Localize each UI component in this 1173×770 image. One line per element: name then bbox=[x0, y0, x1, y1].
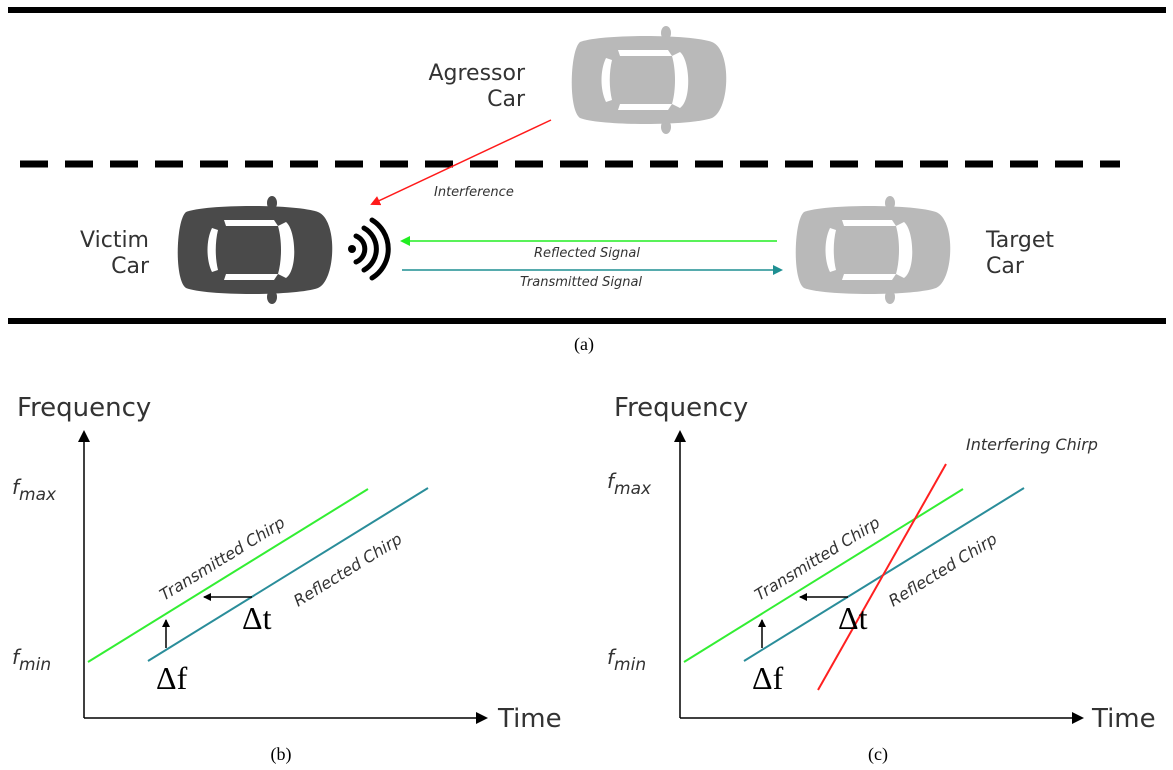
panel-b-delta-t-label: Δt bbox=[242, 600, 272, 636]
panel-b-x-axis-label: Time bbox=[497, 704, 562, 734]
victim-label-line2: Car bbox=[111, 254, 150, 279]
panel-c-x-axis-label: Time bbox=[1091, 704, 1156, 734]
panel-c-interfering-chirp-label: Interfering Chirp bbox=[966, 435, 1098, 454]
reflected-signal-label: Reflected Signal bbox=[534, 246, 640, 261]
panel-b-chart: Frequency Time fmax fmin Transmitted Chi… bbox=[12, 393, 562, 765]
caption-a: (a) bbox=[574, 334, 594, 355]
target-label-line1: Target bbox=[985, 228, 1054, 253]
target-car-icon bbox=[795, 196, 951, 304]
panel-c-transmitted-chirp-label: Transmitted Chirp bbox=[751, 513, 883, 605]
panel-c-delta-t-label: Δt bbox=[838, 600, 868, 636]
panel-b-fmax-label: fmax bbox=[12, 475, 57, 505]
panel-c-interfering-chirp bbox=[817, 463, 947, 691]
agressor-label-line2: Car bbox=[487, 87, 526, 112]
victim-label-line1: Victim bbox=[80, 228, 149, 253]
panel-b-delta-f-label: Δf bbox=[156, 660, 188, 696]
target-label-line2: Car bbox=[986, 254, 1025, 279]
transmitted-signal-label: Transmitted Signal bbox=[520, 275, 642, 290]
panel-b-reflected-chirp-label: Reflected Chirp bbox=[290, 529, 405, 610]
radar-wave-icon bbox=[348, 217, 391, 281]
interference-label: Interference bbox=[434, 185, 514, 200]
caption-c: (c) bbox=[868, 744, 888, 765]
panel-b-transmitted-chirp bbox=[87, 488, 369, 663]
panel-c-delta-f-label: Δf bbox=[752, 660, 784, 696]
panel-c-fmax-label: fmax bbox=[607, 469, 652, 499]
victim-car-icon bbox=[177, 196, 333, 304]
road-scene: Agressor Car Victim Car Target Car Inter… bbox=[8, 7, 1166, 355]
panel-b-y-axis-label: Frequency bbox=[17, 393, 151, 423]
panel-c-y-axis-label: Frequency bbox=[614, 393, 748, 423]
panel-c-chart: Frequency Time fmax fmin Interfering Chi… bbox=[607, 393, 1156, 765]
panel-c-fmin-label: fmin bbox=[607, 645, 646, 675]
panel-b-reflected-chirp bbox=[147, 487, 429, 662]
agressor-car-icon bbox=[571, 26, 727, 134]
caption-b: (b) bbox=[271, 744, 292, 765]
interference-arrow bbox=[370, 119, 552, 206]
agressor-label-line1: Agressor bbox=[428, 61, 525, 86]
panel-b-fmin-label: fmin bbox=[12, 645, 51, 675]
panel-b-transmitted-chirp-label: Transmitted Chirp bbox=[156, 513, 288, 605]
